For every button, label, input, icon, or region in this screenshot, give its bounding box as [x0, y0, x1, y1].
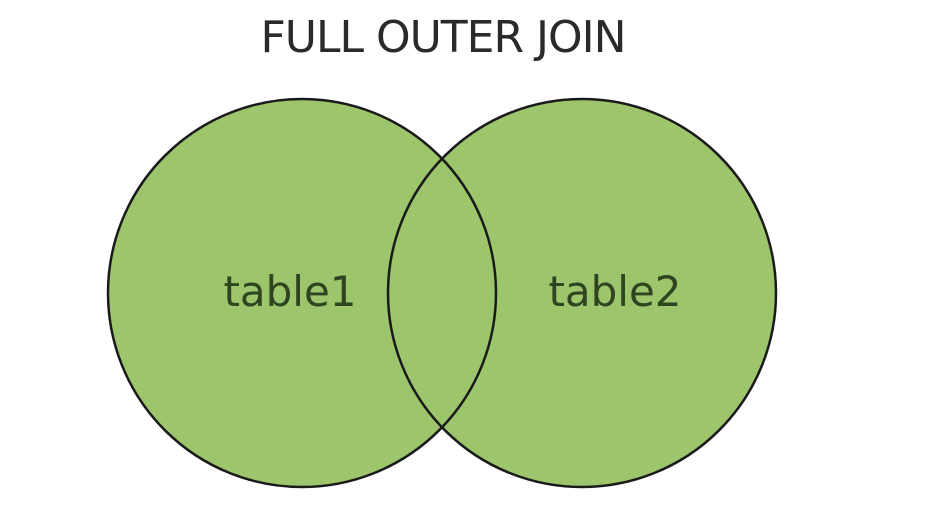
table1-circle-fill — [108, 99, 496, 487]
table1-circle-outline — [106, 97, 498, 489]
table2-circle-fill — [388, 99, 776, 487]
table1-label: table1 — [223, 267, 356, 316]
table2-circle-outline — [386, 97, 778, 489]
table2-label: table2 — [548, 267, 681, 316]
diagram-title: FULL OUTER JOIN — [260, 12, 626, 63]
